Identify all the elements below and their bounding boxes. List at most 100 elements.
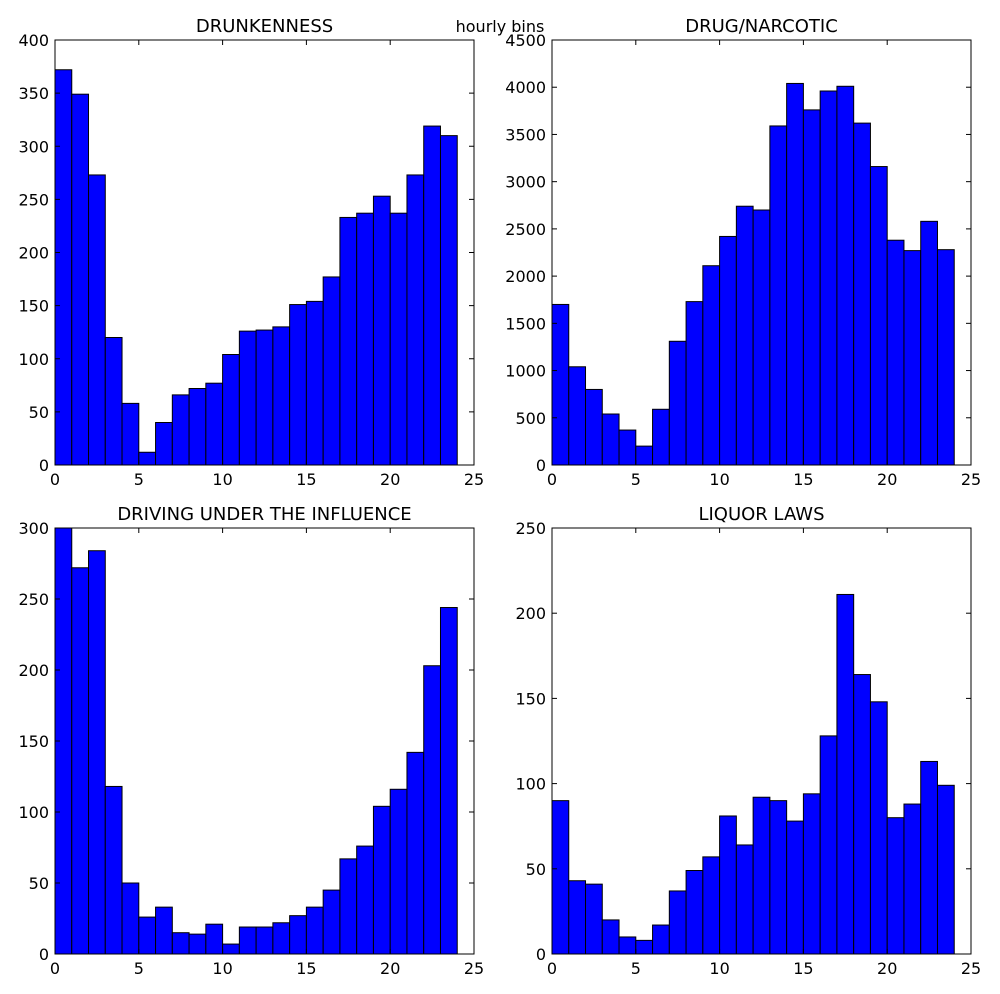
- y-tick-label: 150: [18, 732, 49, 751]
- y-tick-label: 50: [29, 874, 49, 893]
- histogram-bar: [71, 93, 90, 466]
- histogram-bar: [339, 216, 358, 466]
- y-tick-label: 250: [515, 519, 546, 538]
- y-tick-label: 3500: [505, 125, 546, 144]
- histogram-bar: [104, 785, 123, 955]
- histogram-bar: [222, 354, 240, 466]
- x-tick-label: 25: [961, 959, 981, 978]
- histogram-bar: [71, 567, 90, 955]
- subplot-title: LIQUOR LAWS: [698, 504, 824, 525]
- x-tick-label: 20: [877, 959, 897, 978]
- histogram-bar: [920, 220, 938, 466]
- histogram-bar: [869, 701, 888, 955]
- histogram-bar: [719, 815, 737, 955]
- x-tick-label: 0: [547, 470, 557, 489]
- histogram-bar: [104, 337, 123, 466]
- histogram-bar: [372, 195, 391, 466]
- subplot-title: DRIVING UNDER THE INFLUENCE: [117, 504, 411, 525]
- histogram-bar: [702, 265, 721, 466]
- histogram-bar: [585, 388, 603, 466]
- y-tick-label: 2500: [505, 220, 546, 239]
- x-tick-label: 15: [296, 959, 316, 978]
- histogram-bar: [238, 330, 257, 466]
- histogram-bar: [551, 800, 570, 955]
- y-tick-label: 0: [39, 945, 49, 964]
- histogram-bar: [903, 250, 922, 466]
- histogram-bar: [356, 212, 374, 466]
- histogram-bar: [255, 926, 274, 955]
- histogram-bar: [752, 796, 771, 955]
- histogram-bar: [406, 751, 425, 955]
- histogram-bar: [618, 429, 637, 466]
- histogram-bar: [356, 845, 374, 955]
- histogram-bar: [155, 422, 173, 466]
- x-tick-label: 0: [50, 470, 60, 489]
- histogram-bar: [585, 883, 603, 955]
- y-tick-label: 200: [18, 244, 49, 263]
- y-tick-label: 400: [18, 31, 49, 50]
- histogram-bar: [439, 135, 458, 466]
- histogram-bar: [752, 209, 771, 466]
- histogram-bar: [188, 933, 207, 955]
- histogram-bar: [339, 858, 358, 955]
- histogram-bar: [886, 817, 905, 955]
- y-tick-label: 350: [18, 84, 49, 103]
- histogram-bar: [406, 174, 425, 466]
- histogram-bar: [551, 303, 570, 466]
- histogram-bar: [272, 326, 291, 466]
- histogram-bar: [618, 936, 637, 955]
- x-tick-label: 25: [961, 470, 981, 489]
- histogram-bar: [255, 329, 274, 466]
- histogram-bar: [88, 174, 106, 466]
- histogram-bar: [54, 69, 73, 466]
- subplot-title: DRUNKENNESS: [196, 16, 333, 37]
- histogram-bar: [903, 803, 922, 955]
- histogram-bar: [171, 932, 190, 955]
- histogram-bar: [652, 924, 670, 955]
- histogram-bar: [802, 109, 821, 466]
- histogram-bar: [372, 805, 391, 955]
- histogram-bar: [568, 366, 587, 466]
- subplot-1: 0 5 10 15 20 25050100150200250300350400DRUNKE…: [18, 16, 484, 489]
- histogram-bar: [138, 916, 157, 955]
- histogram-bar: [869, 166, 888, 466]
- y-tick-label: 300: [18, 137, 49, 156]
- histogram-bar: [568, 880, 587, 955]
- histogram-bar: [719, 235, 737, 466]
- y-tick-label: 500: [515, 409, 546, 428]
- x-tick-label: 20: [877, 470, 897, 489]
- histogram-bar: [786, 82, 804, 466]
- histogram-bar: [222, 943, 240, 955]
- y-tick-label: 0: [536, 945, 546, 964]
- histogram-bar: [769, 125, 788, 466]
- axes-frame: [551, 39, 972, 466]
- histogram-bar: [423, 665, 441, 955]
- histogram-bar: [635, 939, 654, 955]
- histogram-bar: [836, 85, 855, 466]
- x-tick-label: 0: [547, 959, 557, 978]
- histogram-bar: [205, 923, 224, 955]
- histogram-bar: [769, 800, 788, 955]
- histogram-bar: [289, 915, 307, 955]
- histogram-bar: [171, 394, 190, 466]
- x-tick-label: 5: [134, 470, 144, 489]
- y-tick-label: 300: [18, 519, 49, 538]
- x-tick-label: 10: [709, 470, 729, 489]
- histogram-bar: [819, 90, 838, 466]
- histogram-bar: [389, 788, 408, 955]
- histogram-bar: [886, 239, 905, 466]
- figure-suptitle: hourly bins: [455, 17, 545, 36]
- histogram-bar: [735, 205, 754, 466]
- histogram-bar: [155, 906, 173, 955]
- x-tick-label: 5: [134, 959, 144, 978]
- histogram-bar: [668, 340, 687, 466]
- histogram-bar: [289, 304, 307, 466]
- histogram-bar: [205, 382, 224, 466]
- x-tick-label: 15: [793, 959, 813, 978]
- x-tick-label: 5: [631, 470, 641, 489]
- histogram-bar: [439, 607, 458, 955]
- histogram-bar: [936, 784, 955, 955]
- histogram-bar: [853, 122, 871, 466]
- x-tick-label: 20: [380, 470, 400, 489]
